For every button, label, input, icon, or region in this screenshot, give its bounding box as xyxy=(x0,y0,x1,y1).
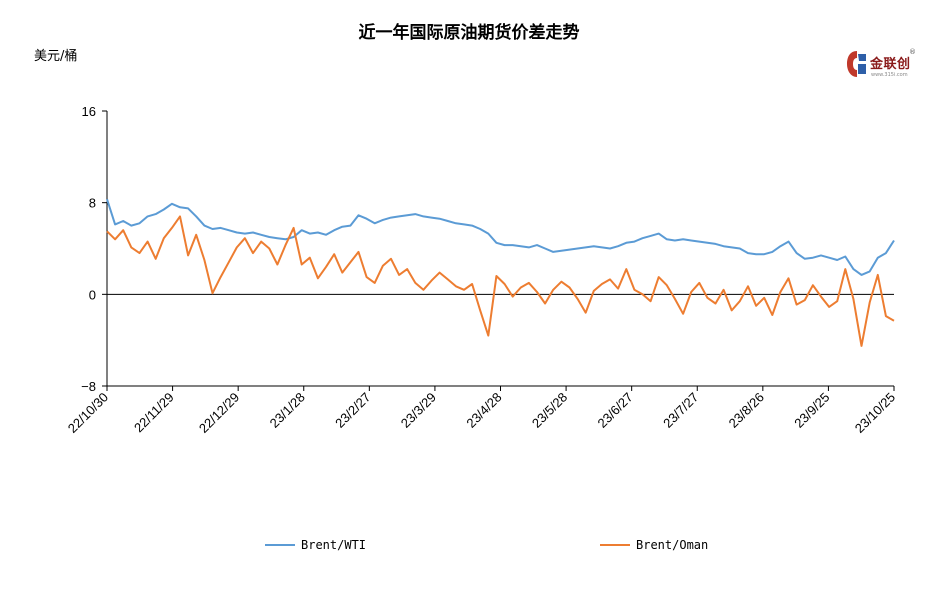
x-tick-label: 22/11/29 xyxy=(131,390,177,436)
x-tick-label: 23/10/25 xyxy=(852,390,898,436)
x-tick-label: 23/2/27 xyxy=(332,390,373,431)
x-tick-label: 23/5/28 xyxy=(529,390,570,431)
x-tick-label: 22/12/29 xyxy=(196,390,242,436)
y-tick-label: 0 xyxy=(89,287,96,302)
x-tick-label: 23/6/27 xyxy=(595,390,636,431)
y-tick-label: 16 xyxy=(82,104,96,119)
legend-label-brent-oman: Brent/Oman xyxy=(636,538,709,552)
chart-title: 近一年国际原油期货价差走势 xyxy=(358,23,580,43)
legend-label-brent-wti: Brent/WTI xyxy=(301,538,367,552)
legend-item-brent-wti: Brent/WTI xyxy=(265,538,366,552)
logo-text: 金联创 xyxy=(870,57,911,72)
x-tick-label: 23/8/26 xyxy=(726,390,767,431)
x-tick-label: 23/9/25 xyxy=(791,390,832,431)
legend-item-brent-oman: Brent/Oman xyxy=(600,538,708,552)
series-line-brent-wti xyxy=(106,198,895,276)
y-tick-label: −8 xyxy=(81,379,96,394)
logo-url: www.315i.com xyxy=(871,72,908,78)
x-tick-label: 23/7/27 xyxy=(660,390,701,431)
x-tick-label: 23/1/28 xyxy=(267,390,308,431)
y-axis-unit-label: 美元/桶 xyxy=(34,49,78,64)
x-tick-label: 23/3/29 xyxy=(398,390,439,431)
logo-registered-mark: ® xyxy=(909,48,916,56)
axes xyxy=(102,110,895,391)
brand-logo: 金联创 ® www.315i.com xyxy=(846,48,920,82)
series-lines xyxy=(106,198,895,347)
x-tick-label: 23/4/28 xyxy=(463,390,504,431)
legend-swatch-brent-oman xyxy=(600,544,630,546)
legend-swatch-brent-wti xyxy=(265,544,295,546)
logo-mark-icon xyxy=(847,51,866,77)
series-line-brent-oman xyxy=(106,215,895,347)
x-tick-label: 22/10/30 xyxy=(65,390,111,436)
y-tick-label: 8 xyxy=(89,196,96,211)
